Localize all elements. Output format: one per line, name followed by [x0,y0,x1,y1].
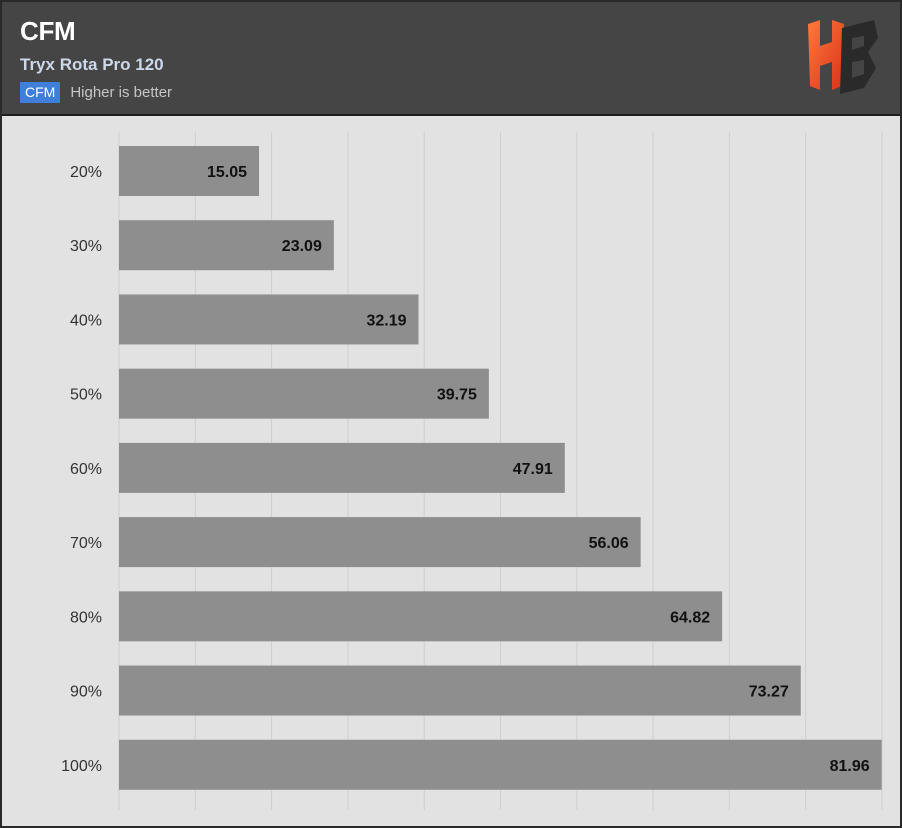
bar-30pct [119,220,334,271]
legend-note: Higher is better [70,83,173,101]
legend-series-label: CFM [20,81,61,103]
category-tick-label: 40% [70,312,102,329]
bar-90pct [119,665,801,716]
bar-60pct [119,442,565,493]
bar-value-label: 39.75 [437,387,477,404]
bar-80pct [119,591,723,642]
bar-value-label: 73.27 [749,684,789,701]
bar-value-label: 81.96 [830,758,870,775]
bar-100pct [119,739,882,790]
category-tick-label: 30% [70,238,102,255]
bar-20pct [119,146,260,196]
bar-70pct [119,517,641,568]
category-tick-label: 80% [70,609,102,626]
category-tick-label: 90% [70,684,102,701]
bar-value-label: 47.91 [513,461,553,478]
chart-title: CFM [20,16,76,46]
chart-subtitle: Tryx Rota Pro 120 [20,55,164,74]
category-tick-label: 100% [61,758,102,775]
bar-value-label: 64.82 [670,609,710,626]
category-tick-label: 50% [70,387,102,404]
chart-header: CFM Tryx Rota Pro 120 CFM Higher is bett… [2,2,900,116]
category-tick-label: 20% [70,164,102,181]
bar-value-label: 32.19 [366,312,406,329]
bar-value-label: 15.05 [207,164,247,181]
bar-value-label: 56.06 [589,535,629,552]
bar-40pct [119,294,419,345]
category-tick-label: 60% [70,461,102,478]
bar-50pct [119,368,489,419]
bar-value-label: 23.09 [282,238,322,255]
hb-logo-icon [808,20,878,94]
category-tick-label: 70% [70,535,102,552]
legend: CFM Higher is better [20,81,172,103]
